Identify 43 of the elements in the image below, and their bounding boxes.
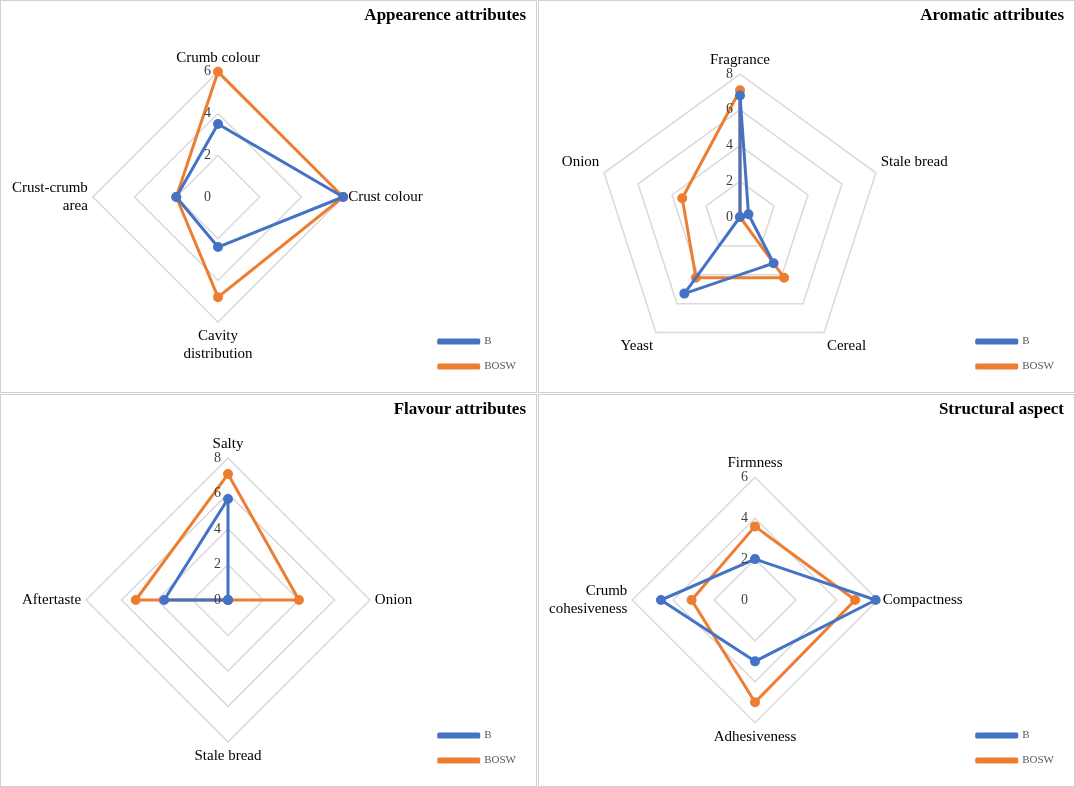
y-tick-label: 8 [214, 449, 221, 465]
chart-title: Structural aspect [938, 398, 1065, 418]
spoke-label: Crumb colour [176, 48, 260, 65]
y-tick-label: 6 [741, 468, 748, 484]
spoke-label: Adhesiveness [713, 727, 797, 744]
spoke-label: Yeast [620, 336, 654, 353]
y-tick-label: 4 [726, 137, 733, 153]
y-tick-label: 6 [204, 63, 211, 79]
legend-label: BOSW [484, 359, 517, 372]
spoke-label: Salty [212, 435, 244, 452]
spoke-label: Compactness [882, 590, 963, 607]
y-tick-label: 2 [741, 550, 748, 566]
y-tick-label: 4 [214, 520, 221, 536]
spoke-label: Cereal [826, 336, 867, 353]
spoke-label: Crumb cohesiveness [549, 581, 628, 616]
legend-label: BOSW [1022, 753, 1055, 766]
legend-label: B [1022, 728, 1030, 741]
spoke-label: Aftertaste [22, 590, 82, 607]
y-tick-label: 0 [214, 591, 221, 607]
spoke-label: Fragrance [710, 51, 771, 68]
spoke-label: Stale bread [194, 746, 263, 763]
spoke-label: Stale bread [880, 153, 949, 170]
y-tick-label: 2 [726, 172, 733, 188]
legend-label: B [1022, 334, 1030, 347]
legend-label: BOSW [484, 753, 517, 766]
spoke-label: Crust colour [348, 187, 423, 204]
y-tick-label: 0 [726, 208, 733, 224]
y-tick-label: 2 [204, 146, 211, 162]
legend-label: B [484, 334, 492, 347]
y-tick-label: 4 [741, 509, 748, 525]
legend-label: B [484, 728, 492, 741]
spoke-label: Firmness [727, 454, 783, 471]
y-tick-label: 0 [204, 188, 211, 204]
spoke-label: Cavity distribution [183, 327, 254, 362]
chart-title: Aromatic attributes [920, 4, 1065, 24]
legend-label: BOSW [1022, 359, 1055, 372]
chart-title: Flavour attributes [393, 398, 527, 418]
chart-title: Appearence attributes [364, 4, 527, 24]
y-tick-label: 2 [214, 556, 221, 572]
y-tick-label: 0 [741, 591, 748, 607]
spoke-label: Onion [561, 153, 600, 170]
spoke-label: Onion [374, 590, 413, 607]
spoke-label: Crust-crumb area [11, 178, 89, 213]
